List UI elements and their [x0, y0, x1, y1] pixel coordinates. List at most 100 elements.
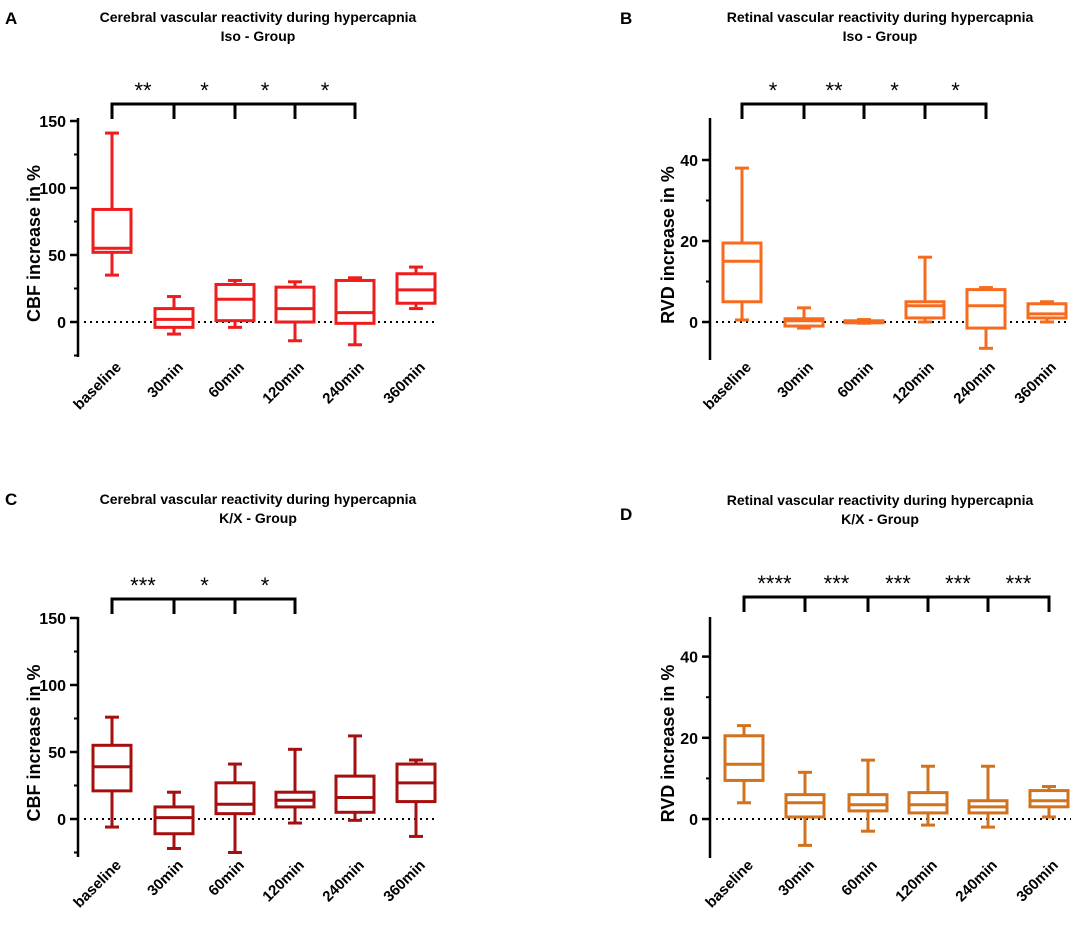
- y-tick-label: 0: [57, 812, 66, 829]
- x-tick-label: 30min: [774, 359, 817, 402]
- box-iqr: [214, 781, 256, 816]
- panel-letter: B: [620, 9, 632, 28]
- y-tick-label: 150: [39, 611, 66, 628]
- x-tick-label: 120min: [259, 359, 308, 408]
- box-iqr: [274, 285, 316, 324]
- significance-label: ***: [1006, 571, 1032, 596]
- x-tick-label: baseline: [700, 359, 754, 413]
- significance-label: ****: [757, 571, 792, 596]
- y-tick-label: 0: [689, 812, 698, 829]
- significance-label: **: [134, 78, 152, 103]
- x-tick-label: 120min: [892, 857, 941, 906]
- box-240min: [965, 286, 1007, 350]
- y-axis-label: RVD increase in %: [658, 166, 678, 324]
- significance-label: ***: [945, 571, 971, 596]
- y-tick-label: 0: [57, 315, 66, 332]
- y-tick-label: 40: [680, 650, 698, 667]
- significance-label: ***: [824, 571, 850, 596]
- y-axis-label: CBF increase in %: [24, 664, 44, 821]
- box-120min: [274, 280, 316, 343]
- significance-label: *: [200, 573, 209, 598]
- box-60min: [214, 762, 256, 854]
- chart-title: Cerebral vascular reactivity during hype…: [100, 9, 417, 25]
- box-360min: [1026, 300, 1068, 324]
- y-axis-label: CBF increase in %: [24, 165, 44, 322]
- box-iqr: [334, 774, 376, 814]
- significance-label: *: [261, 78, 270, 103]
- significance-label: *: [951, 78, 960, 103]
- box-30min: [153, 295, 195, 336]
- chart-subtitle: Iso - Group: [221, 28, 296, 44]
- box-iqr: [721, 241, 763, 304]
- y-tick-label: 100: [39, 678, 66, 695]
- x-tick-label: 240min: [319, 857, 368, 906]
- box-iqr: [153, 805, 195, 836]
- x-tick-label: 60min: [205, 857, 248, 900]
- panel-c: C Cerebral vascular reactivity during hyp…: [5, 490, 438, 911]
- x-tick-label: 360min: [1013, 857, 1062, 906]
- box-30min: [153, 790, 195, 850]
- panel-letter: A: [5, 9, 17, 28]
- x-tick-label: baseline: [70, 359, 124, 413]
- box-baseline: [723, 724, 765, 805]
- box-240min: [334, 276, 376, 347]
- x-tick-label: 360min: [380, 857, 429, 906]
- x-tick-label: baseline: [702, 857, 756, 911]
- box-baseline: [91, 131, 133, 277]
- significance-label: **: [825, 78, 843, 103]
- box-360min: [1028, 785, 1070, 819]
- box-baseline: [721, 166, 763, 322]
- x-tick-label: 60min: [205, 359, 248, 402]
- x-tick-label: 30min: [144, 359, 187, 402]
- box-240min: [967, 764, 1009, 829]
- box-60min: [847, 758, 889, 833]
- x-tick-label: 30min: [775, 857, 818, 900]
- significance-label: *: [321, 78, 330, 103]
- x-tick-label: baseline: [70, 857, 124, 911]
- y-axis-label: RVD increase in %: [658, 665, 678, 823]
- significance-label: *: [200, 78, 209, 103]
- chart-subtitle: K/X - Group: [219, 510, 297, 526]
- y-tick-label: 50: [48, 745, 66, 762]
- chart-title: Retinal vascular reactivity during hyper…: [727, 9, 1034, 25]
- panel-letter: D: [620, 505, 632, 524]
- box-120min: [274, 747, 316, 825]
- significance-label: *: [261, 573, 270, 598]
- panel-d: D Retinal vascular reactivity during hype…: [620, 492, 1071, 911]
- panel-b: B Retinal vascular reactivity during hype…: [620, 9, 1069, 413]
- chart-subtitle: Iso - Group: [843, 28, 918, 44]
- x-tick-label: 120min: [259, 857, 308, 906]
- significance-label: ***: [885, 571, 911, 596]
- y-tick-label: 100: [39, 181, 66, 198]
- box-baseline: [91, 715, 133, 829]
- x-tick-label: 360min: [380, 359, 429, 408]
- x-tick-label: 60min: [838, 857, 881, 900]
- box-30min: [783, 306, 825, 330]
- panel-letter: C: [5, 490, 17, 509]
- x-tick-label: 240min: [950, 359, 999, 408]
- chart-subtitle: K/X - Group: [841, 511, 919, 527]
- significance-label: ***: [130, 573, 156, 598]
- y-tick-label: 0: [689, 315, 698, 332]
- x-tick-label: 30min: [144, 857, 187, 900]
- box-60min: [214, 278, 256, 329]
- box-iqr: [783, 317, 825, 328]
- y-tick-label: 20: [680, 731, 698, 748]
- y-tick-label: 20: [680, 234, 698, 251]
- box-iqr: [784, 793, 826, 819]
- box-30min: [784, 770, 826, 847]
- box-240min: [334, 734, 376, 822]
- y-tick-label: 150: [39, 114, 66, 131]
- panel-a: A Cerebral vascular reactivity during hyp…: [5, 9, 438, 413]
- x-tick-label: 60min: [834, 359, 877, 402]
- box-360min: [395, 265, 437, 311]
- box-iqr: [334, 278, 376, 325]
- box-120min: [907, 764, 949, 827]
- x-tick-label: 240min: [952, 857, 1001, 906]
- box-iqr: [723, 734, 765, 782]
- box-iqr: [91, 207, 133, 254]
- box-iqr: [904, 300, 946, 320]
- box-iqr: [1028, 789, 1070, 809]
- chart-title: Cerebral vascular reactivity during hype…: [100, 491, 417, 507]
